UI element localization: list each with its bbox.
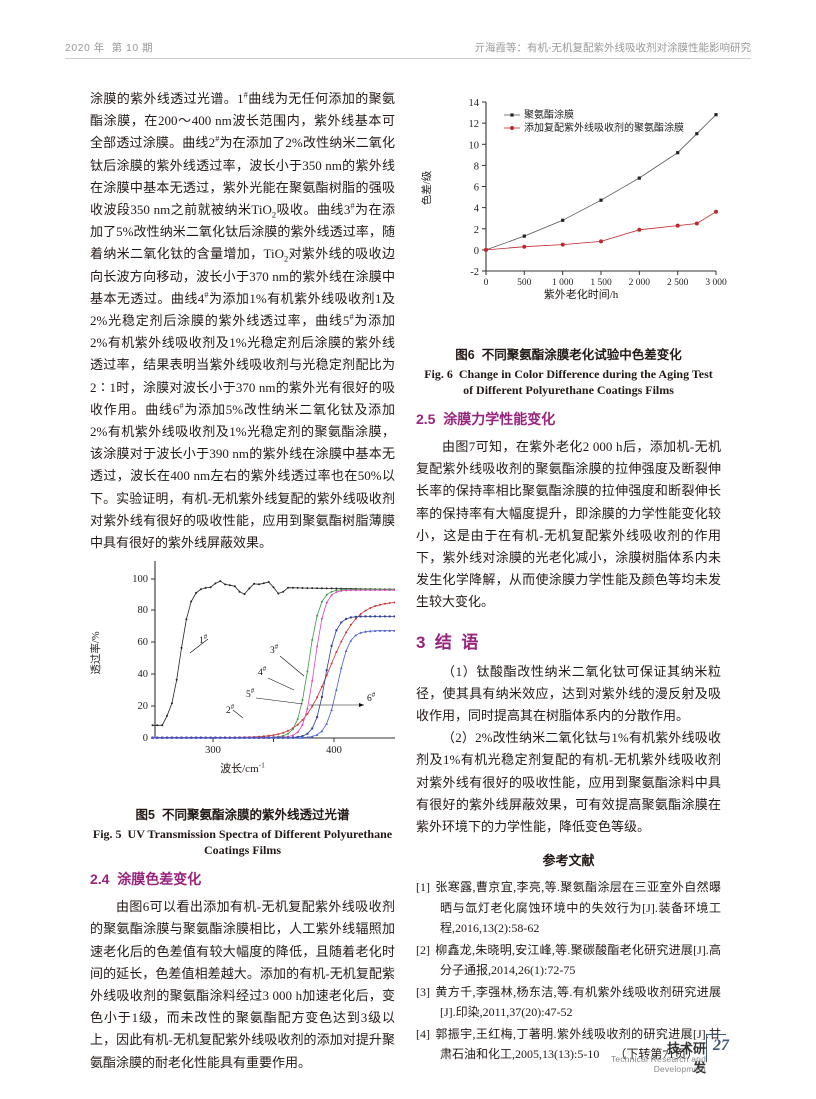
svg-text:8: 8 xyxy=(474,161,479,172)
svg-text:6#: 6# xyxy=(367,691,376,704)
svg-text:透过率/%: 透过率/% xyxy=(90,631,102,674)
svg-text:0: 0 xyxy=(143,733,148,744)
svg-text:-2: -2 xyxy=(470,267,479,278)
svg-text:2: 2 xyxy=(474,225,479,236)
svg-text:3#: 3# xyxy=(270,643,279,656)
svg-text:14: 14 xyxy=(469,98,480,109)
svg-text:60: 60 xyxy=(138,637,149,648)
svg-text:2#: 2# xyxy=(226,703,235,716)
svg-text:40: 40 xyxy=(138,669,149,680)
svg-text:6: 6 xyxy=(474,183,479,194)
svg-text:4#: 4# xyxy=(258,665,267,678)
svg-text:聚氨酯涂膜: 聚氨酯涂膜 xyxy=(524,108,574,121)
svg-text:12: 12 xyxy=(469,119,480,130)
svg-text:1#: 1# xyxy=(199,633,208,646)
svg-text:色差/级: 色差/级 xyxy=(420,170,433,205)
svg-text:0: 0 xyxy=(474,246,479,257)
svg-text:4: 4 xyxy=(474,204,480,215)
svg-text:300: 300 xyxy=(205,745,221,756)
svg-text:添加复配紫外线吸收剂的聚氨酯涂膜: 添加复配紫外线吸收剂的聚氨酯涂膜 xyxy=(524,121,684,134)
svg-text:80: 80 xyxy=(138,605,149,616)
svg-text:100: 100 xyxy=(132,574,148,585)
svg-text:5#: 5# xyxy=(246,687,255,700)
svg-text:400: 400 xyxy=(326,745,342,756)
svg-text:20: 20 xyxy=(138,701,149,712)
svg-text:10: 10 xyxy=(469,140,480,151)
